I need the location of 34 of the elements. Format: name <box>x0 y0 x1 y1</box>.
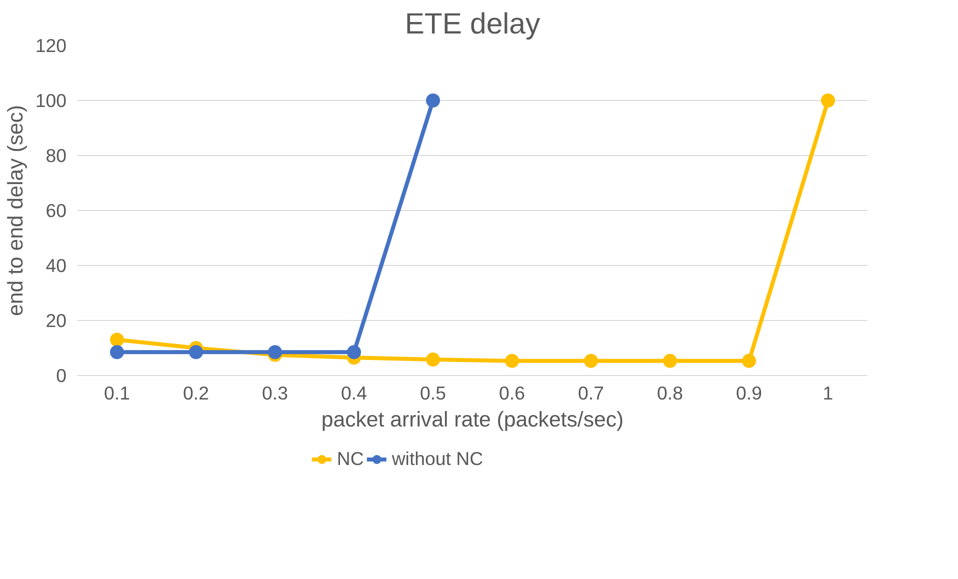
x-tick-label: 0.3 <box>262 382 288 404</box>
point <box>426 94 440 108</box>
x-tick-label: 0.6 <box>499 382 525 404</box>
point <box>584 354 598 368</box>
x-tick-label: 0.2 <box>183 382 209 404</box>
point <box>110 332 124 347</box>
legend-label: without NC <box>392 448 484 470</box>
point <box>426 352 440 367</box>
y-tick-label: 80 <box>46 145 67 166</box>
x-tick-label: 0.8 <box>657 382 683 404</box>
point <box>821 94 835 108</box>
point <box>268 345 282 360</box>
x-tick-label: 0.9 <box>736 382 762 404</box>
y-axis-title: end to end delay (sec) <box>3 104 28 316</box>
x-tick-label: 0.7 <box>578 382 604 404</box>
point <box>110 345 124 360</box>
y-tick-label: 0 <box>56 365 67 386</box>
x-tick-label: 0.4 <box>341 382 367 404</box>
point <box>663 354 677 368</box>
point <box>347 345 361 360</box>
point <box>742 354 756 368</box>
x-tick-label: 0.1 <box>104 382 130 404</box>
point <box>189 345 203 360</box>
legend-label: NC <box>336 448 364 470</box>
y-tick-label: 40 <box>46 255 67 276</box>
chart-title: ETE delay <box>404 8 540 40</box>
x-axis-title: packet arrival rate (packets/sec) <box>321 408 624 432</box>
y-tick-label: 120 <box>35 35 67 56</box>
y-tick-label: 60 <box>46 200 67 221</box>
y-tick-label: 20 <box>46 310 67 331</box>
y-tick-label: 100 <box>35 90 67 111</box>
x-tick-label: 1 <box>822 382 834 404</box>
point <box>505 354 519 368</box>
x-tick-label: 0.5 <box>420 382 446 404</box>
